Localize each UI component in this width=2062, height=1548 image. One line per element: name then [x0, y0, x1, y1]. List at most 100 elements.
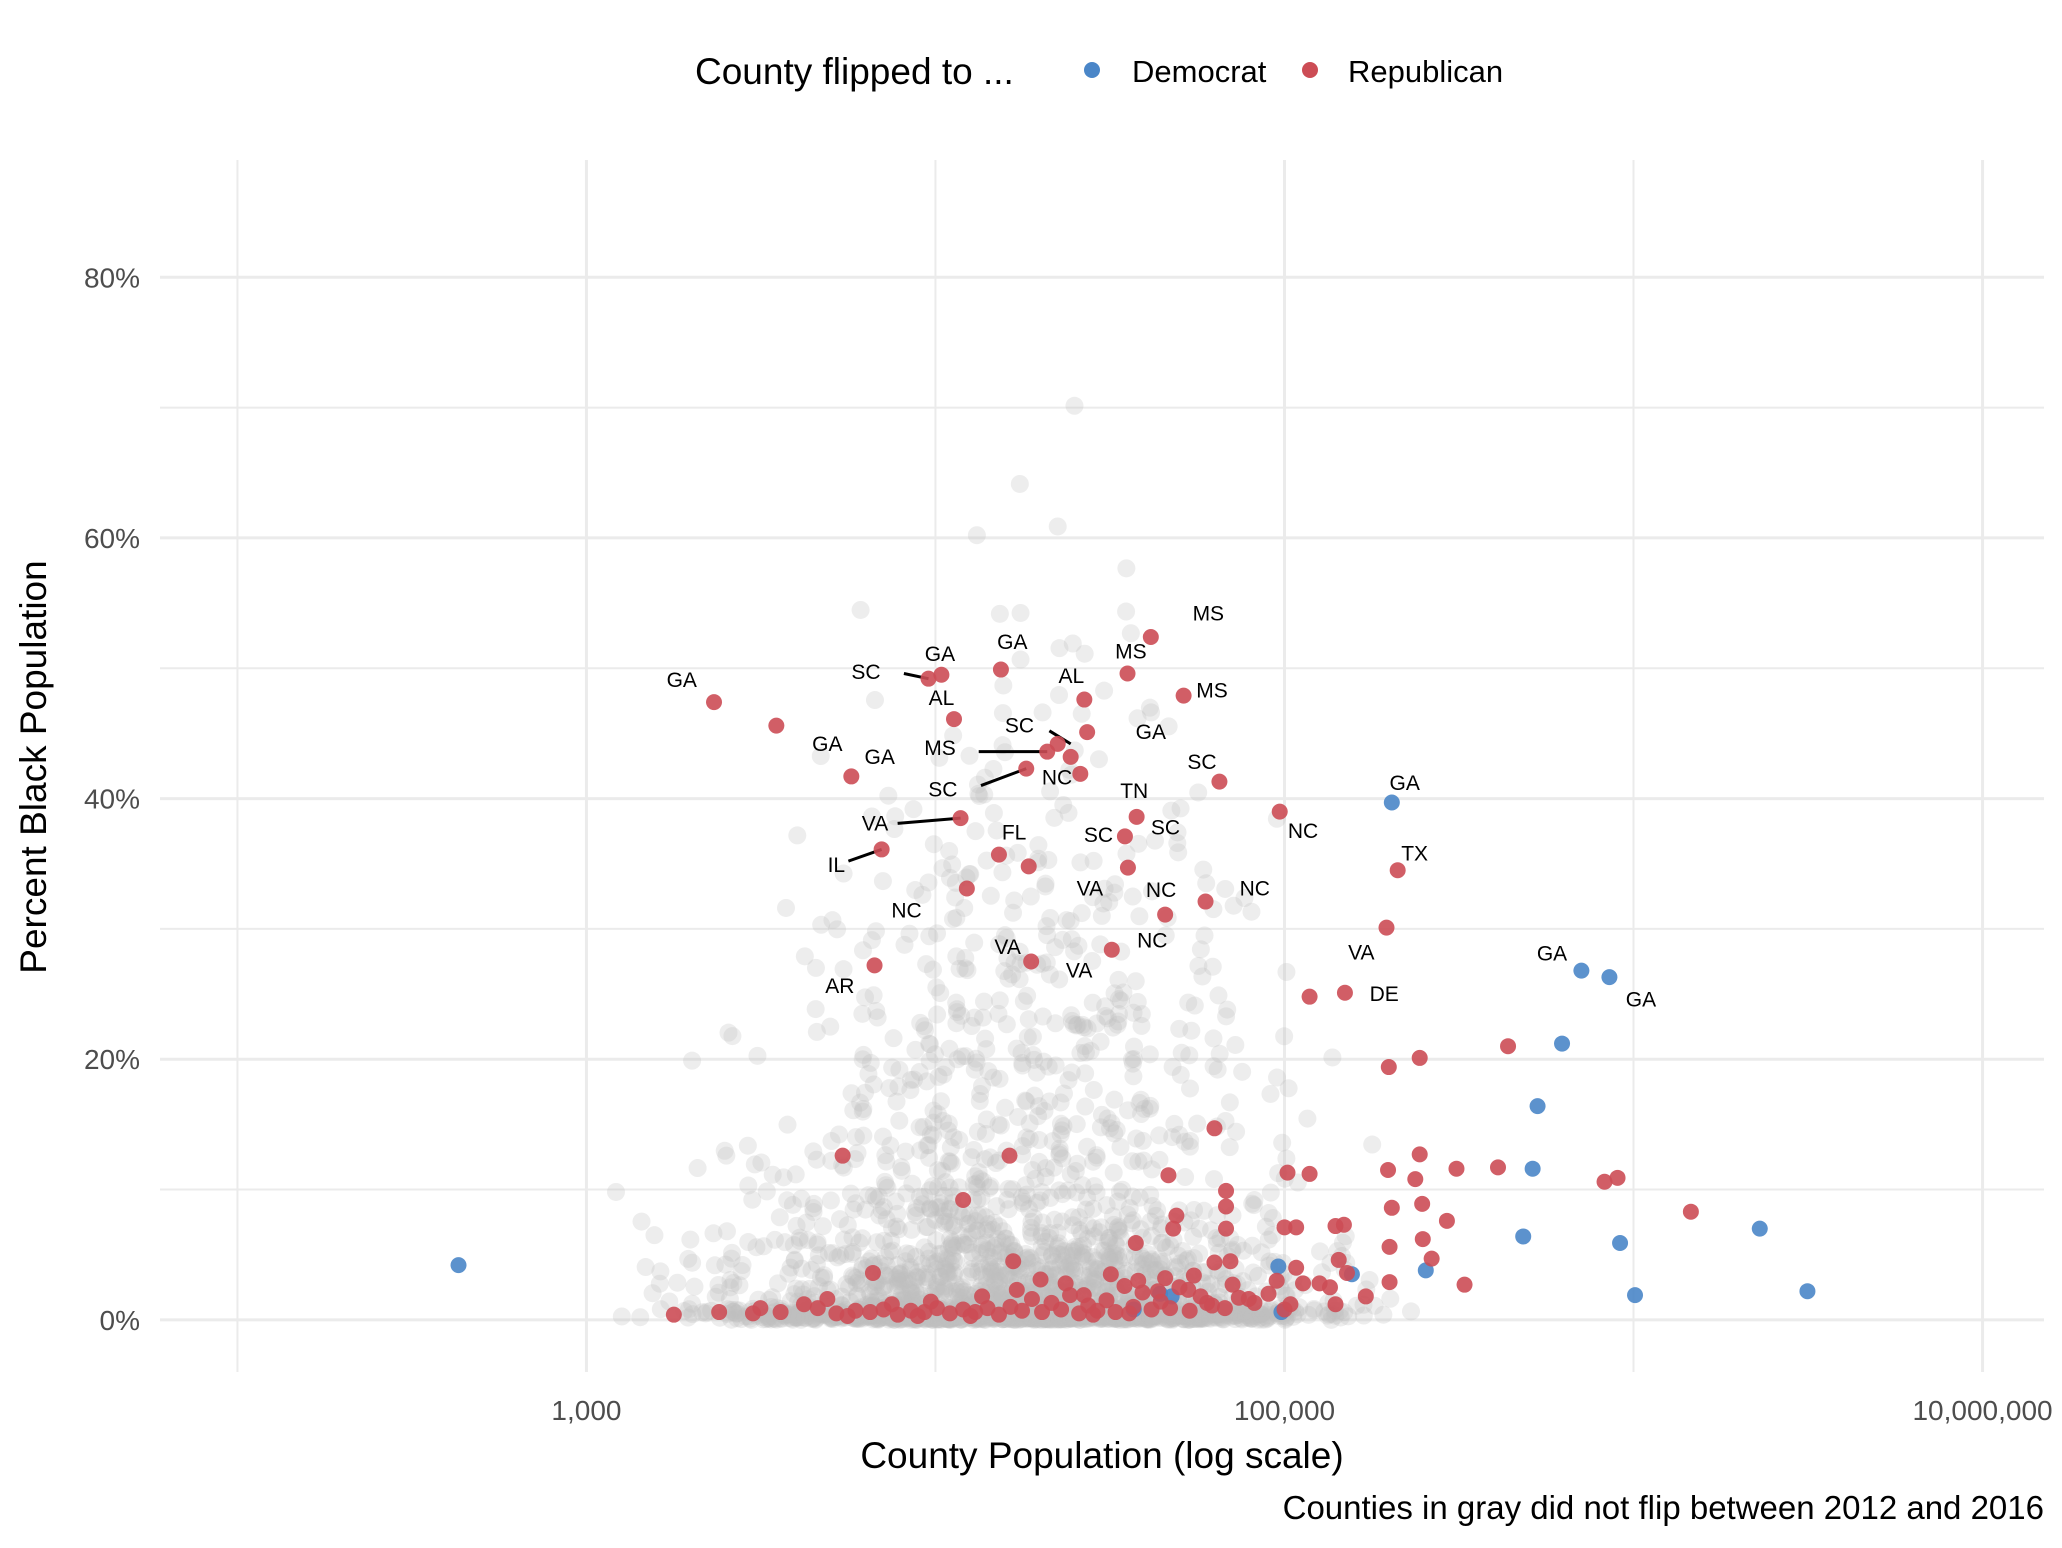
gray-county-point	[1036, 1159, 1055, 1178]
gray-county-point	[1005, 891, 1024, 910]
gray-county-point	[1061, 1254, 1080, 1273]
gray-county-point	[901, 1070, 920, 1089]
gray-county-point	[983, 1220, 1002, 1239]
gray-county-point	[1201, 1309, 1220, 1328]
gray-county-point	[979, 1215, 998, 1234]
gray-county-point	[917, 955, 936, 974]
gray-county-point	[1130, 1188, 1149, 1207]
gray-county-point	[1029, 1107, 1048, 1126]
gray-county-point	[1013, 1137, 1032, 1156]
gray-county-point	[941, 1138, 960, 1157]
gray-county-point	[1073, 1015, 1092, 1034]
gray-county-point	[1092, 1218, 1111, 1237]
gray-county-point	[1030, 1131, 1049, 1150]
gray-county-point	[1078, 1252, 1097, 1271]
republican-county-point	[1204, 1297, 1221, 1314]
democrat-county-point	[1529, 1098, 1546, 1115]
gray-county-point	[1163, 1057, 1182, 1076]
republican-county-point	[1456, 1276, 1473, 1293]
gray-county-point	[847, 1268, 866, 1287]
gray-county-point	[937, 1058, 956, 1077]
gray-county-point	[1096, 1007, 1115, 1026]
gray-county-point	[876, 1248, 895, 1267]
gray-county-point	[862, 1249, 881, 1268]
gray-county-point	[790, 1231, 809, 1250]
republican-county-point	[1260, 1285, 1277, 1302]
state-label: NC	[1137, 930, 1167, 953]
gray-county-point	[882, 1231, 901, 1250]
gray-county-point	[1050, 1145, 1069, 1164]
gray-county-point	[1007, 1039, 1026, 1058]
gray-county-point	[1023, 1161, 1042, 1180]
republican-county-point	[1378, 919, 1395, 936]
gray-county-point	[872, 1201, 891, 1220]
gray-county-point	[1018, 1251, 1037, 1270]
republican-county-point	[1224, 1276, 1241, 1293]
gray-county-point	[887, 1092, 906, 1111]
gray-county-point	[869, 1187, 888, 1206]
gray-county-point	[1135, 1099, 1154, 1118]
gray-county-point	[1205, 1170, 1224, 1189]
gray-county-point	[891, 1276, 910, 1295]
gray-county-point	[1242, 1309, 1261, 1328]
gray-county-point	[1245, 1191, 1264, 1210]
republican-county-point	[1211, 773, 1228, 790]
gray-county-point	[1132, 1016, 1151, 1035]
gray-county-point	[999, 969, 1018, 988]
gray-county-point	[1125, 1037, 1144, 1056]
republican-county-point	[1271, 803, 1288, 820]
gray-county-point	[1053, 1149, 1072, 1168]
gray-county-point	[1012, 1188, 1031, 1207]
democrat-county-point	[1270, 1258, 1287, 1275]
gray-county-point	[978, 1241, 997, 1260]
gray-county-point	[985, 1271, 1004, 1290]
gray-county-point	[991, 1116, 1010, 1135]
gray-county-point	[1088, 1260, 1107, 1279]
gray-county-point	[901, 1283, 920, 1302]
state-label: GA	[1537, 943, 1567, 966]
gray-county-point	[1085, 1273, 1104, 1292]
gray-county-point	[1041, 1224, 1060, 1243]
gray-county-point	[636, 1258, 655, 1277]
gray-county-point	[895, 1271, 914, 1290]
gray-county-point	[981, 1257, 1000, 1276]
republican-county-point	[1079, 724, 1096, 741]
gray-county-point	[1098, 1231, 1117, 1250]
gray-county-point	[972, 1238, 991, 1257]
gray-county-point	[823, 911, 842, 930]
gray-county-point	[1022, 1227, 1041, 1246]
gray-county-point	[1022, 1212, 1041, 1231]
gray-county-point	[889, 1220, 908, 1239]
republican-county-point	[1128, 808, 1145, 825]
gray-county-point	[924, 1126, 943, 1145]
gray-county-point	[853, 941, 872, 960]
gray-county-point	[1161, 1236, 1180, 1255]
gray-county-point	[942, 1154, 961, 1173]
gray-county-point	[982, 1265, 1001, 1284]
gray-county-point	[680, 1300, 699, 1319]
legend-democrat-swatch	[1084, 62, 1100, 78]
gray-county-point	[1122, 1050, 1141, 1069]
gray-county-point	[947, 908, 966, 927]
gray-county-point	[854, 1126, 873, 1145]
gray-county-point	[941, 1229, 960, 1248]
gray-county-point	[1064, 1216, 1083, 1235]
gray-county-point	[971, 1244, 990, 1263]
gray-county-point	[1152, 1233, 1171, 1252]
gray-county-point	[939, 1269, 958, 1288]
gray-county-point	[889, 1077, 908, 1096]
gray-county-point	[866, 922, 885, 941]
gray-county-point	[867, 1233, 886, 1252]
gray-county-point	[933, 1161, 952, 1180]
gray-county-point	[877, 1210, 896, 1229]
gray-county-point	[853, 1229, 872, 1248]
gray-county-point	[645, 1226, 664, 1245]
gray-county-point	[1259, 1306, 1278, 1325]
gray-county-point	[880, 1242, 899, 1261]
gray-county-point	[1154, 1252, 1173, 1271]
gray-county-point	[1363, 1135, 1382, 1154]
gray-county-point	[1078, 1137, 1097, 1156]
gray-county-point	[844, 1200, 863, 1219]
state-label: IL	[828, 854, 846, 877]
gray-county-point	[787, 1279, 806, 1298]
